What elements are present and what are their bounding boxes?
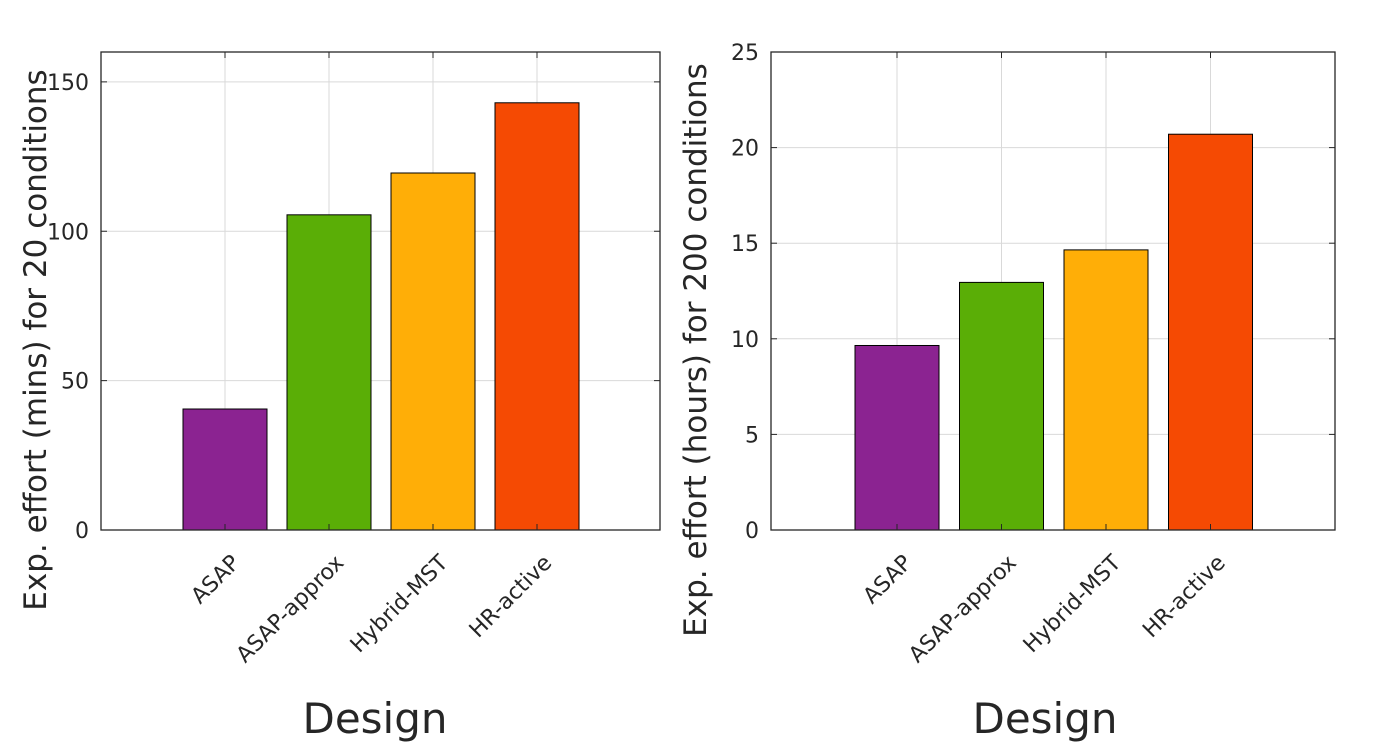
y-axis-title: Exp. effort (hours) for 200 conditions [678,63,714,637]
x-tick-label: ASAP [187,551,246,610]
y-tick-label: 10 [731,328,759,353]
plot-frame [770,51,1336,531]
y-tick-label: 20 [731,137,759,162]
bar-asap [854,344,940,531]
x-axis-title: Design [302,694,447,743]
bars [182,102,580,531]
y-tick-label: 0 [75,519,89,544]
y-ticks: 0 5 10 15 20 25 [731,41,1335,544]
x-tick-label: Hybrid-MST [1019,550,1127,658]
y-tick-label: 15 [731,232,759,257]
bar-hybrid-mst [390,172,476,531]
y-tick-label: 0 [745,519,759,544]
chart-hours-200-conditions: Exp. effort (hours) for 200 conditions D… [678,41,1336,743]
y-tick-label: 150 [47,71,89,96]
y-tick-label: 5 [745,423,759,448]
bar-hr-active [494,102,580,531]
y-tick-label: 50 [61,370,89,395]
bar-hybrid-mst [1063,249,1149,531]
bar-asap [182,408,268,531]
x-tick-label: ASAP-approx [232,551,349,668]
chart-mins-20-conditions: Exp. effort (mins) for 20 conditions Des… [18,51,661,743]
x-tick-label: ASAP-approx [904,551,1021,668]
y-axis-title: Exp. effort (mins) for 20 conditions [18,69,54,610]
y-ticks: 0 50 100 150 [47,71,660,544]
x-tick-label: HR-active [465,551,557,643]
x-axis-title: Design [972,694,1117,743]
bar-asap-approx [959,281,1044,531]
bar-hr-active [1168,133,1253,531]
bars [854,133,1253,531]
x-tick-label: Hybrid-MST [346,550,454,658]
y-tick-label: 100 [47,220,89,245]
y-tick-label: 25 [731,41,759,66]
plot-frame [100,51,661,531]
bar-asap-approx [286,214,372,531]
x-tick-label: ASAP [859,551,918,610]
x-tick-label: HR-active [1138,551,1230,643]
